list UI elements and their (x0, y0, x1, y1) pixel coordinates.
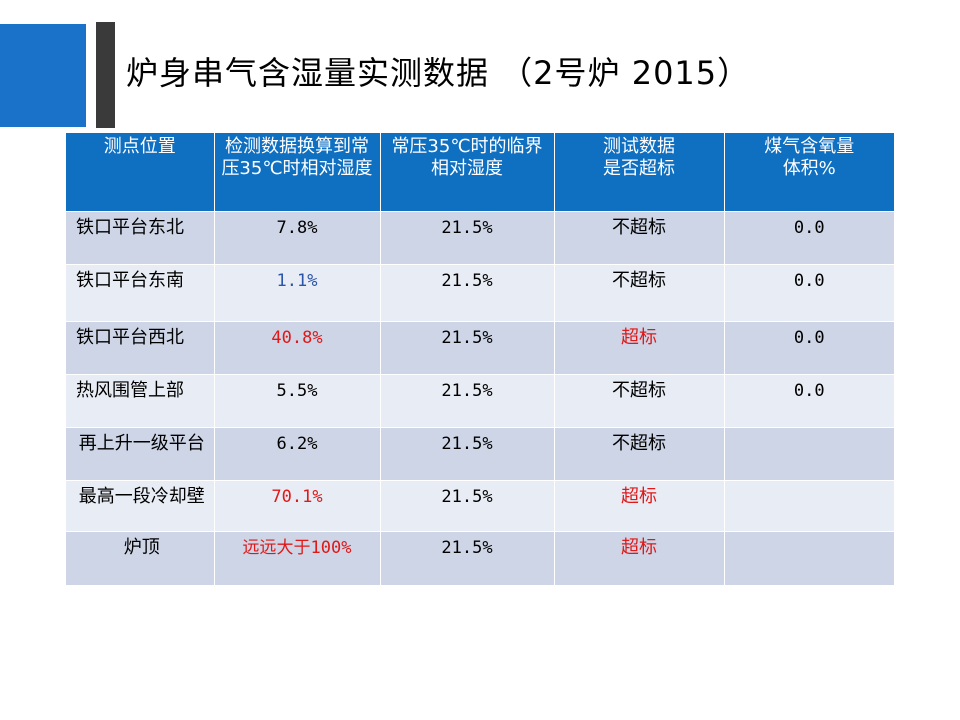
cell-critical: 21.5% (380, 427, 555, 481)
cell-critical: 21.5% (380, 264, 555, 322)
table-row: 炉顶 远远大于100% 21.5% 超标 (66, 531, 894, 585)
accent-bar (96, 22, 115, 128)
cell-humidity: 40.8% (214, 321, 381, 375)
cell-oxygen: 0.0 (724, 374, 894, 428)
cell-status: 不超标 (554, 211, 725, 265)
cell-oxygen (724, 531, 894, 585)
cell-location: 铁口平台西北 (66, 321, 215, 375)
header-location: 测点位置 (66, 133, 215, 212)
cell-status: 不超标 (554, 374, 725, 428)
cell-critical: 21.5% (380, 531, 555, 585)
cell-location: 热风围管上部 (66, 374, 215, 428)
header-oxygen: 煤气含氧量 体积% (724, 133, 894, 212)
cell-oxygen: 0.0 (724, 211, 894, 265)
cell-critical: 21.5% (380, 321, 555, 375)
cell-oxygen (724, 480, 894, 532)
header-critical: 常压35℃时的临界相对湿度 (380, 133, 555, 212)
table-row: 铁口平台东南 1.1% 21.5% 不超标 0.0 (66, 264, 894, 322)
slide-title: 炉身串气含湿量实测数据 （2号炉 2015） (126, 54, 751, 92)
cell-critical: 21.5% (380, 374, 555, 428)
cell-humidity: 70.1% (214, 480, 381, 532)
cell-status: 超标 (554, 321, 725, 375)
cell-humidity: 1.1% (214, 264, 381, 322)
cell-humidity: 6.2% (214, 427, 381, 481)
cell-location: 铁口平台东南 (66, 264, 215, 322)
cell-location: 铁口平台东北 (66, 211, 215, 265)
cell-status: 不超标 (554, 427, 725, 481)
cell-oxygen: 0.0 (724, 321, 894, 375)
header-humidity: 检测数据换算到常压35℃时相对湿度 (214, 133, 381, 212)
cell-location: 炉顶 (66, 531, 215, 585)
cell-oxygen: 0.0 (724, 264, 894, 322)
table-row: 铁口平台西北 40.8% 21.5% 超标 0.0 (66, 321, 894, 375)
cell-location: 最高一段冷却壁 (66, 480, 215, 532)
header-status: 测试数据 是否超标 (554, 133, 725, 212)
cell-critical: 21.5% (380, 211, 555, 265)
cell-humidity: 远远大于100% (214, 531, 381, 585)
cell-humidity: 7.8% (214, 211, 381, 265)
cell-location: 再上升一级平台 (66, 427, 215, 481)
cell-status: 不超标 (554, 264, 725, 322)
data-table: 测点位置 检测数据换算到常压35℃时相对湿度 常压35℃时的临界相对湿度 测试数… (66, 133, 894, 585)
cell-oxygen (724, 427, 894, 481)
cell-status: 超标 (554, 480, 725, 532)
table-row: 热风围管上部 5.5% 21.5% 不超标 0.0 (66, 374, 894, 428)
cell-status: 超标 (554, 531, 725, 585)
cell-humidity: 5.5% (214, 374, 381, 428)
table-row: 最高一段冷却壁 70.1% 21.5% 超标 (66, 480, 894, 532)
header-row: 测点位置 检测数据换算到常压35℃时相对湿度 常压35℃时的临界相对湿度 测试数… (66, 133, 894, 212)
accent-block (0, 24, 86, 127)
table-row: 再上升一级平台 6.2% 21.5% 不超标 (66, 427, 894, 481)
cell-critical: 21.5% (380, 480, 555, 532)
table-row: 铁口平台东北 7.8% 21.5% 不超标 0.0 (66, 211, 894, 265)
